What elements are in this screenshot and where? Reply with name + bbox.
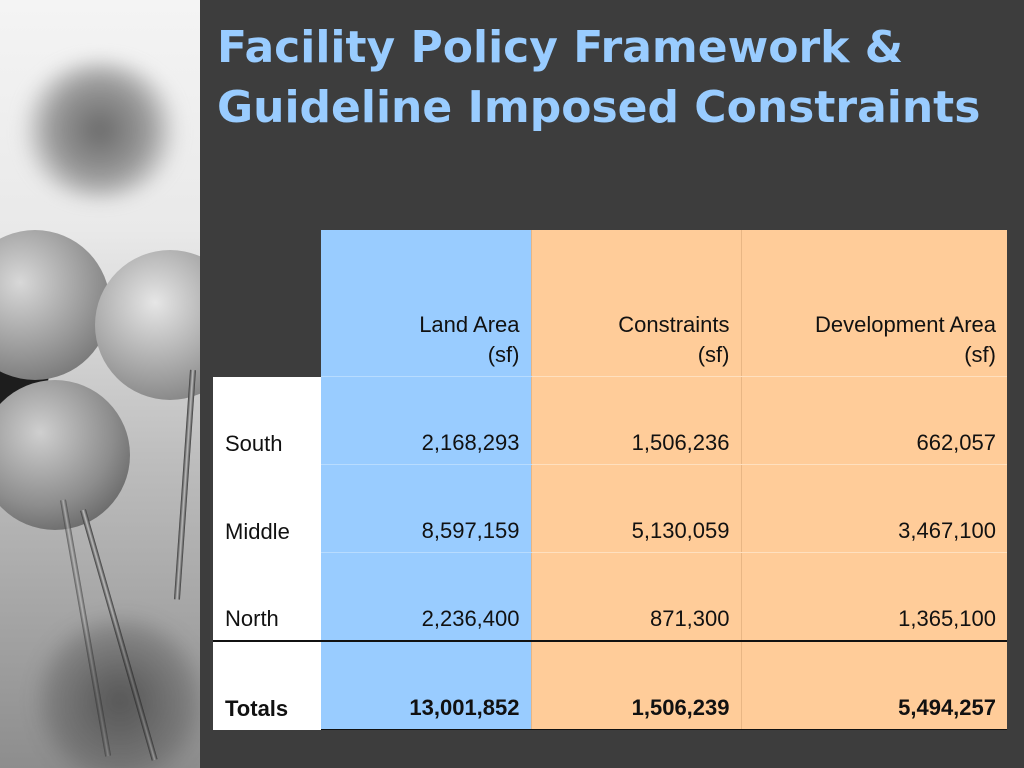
land-area-cell: 8,597,159 (321, 464, 531, 553)
push-pins-photo (0, 0, 200, 768)
constraints-table: Land Area (sf) Constraints (sf) Developm… (213, 230, 1007, 730)
development-area-cell: 3,467,100 (740, 464, 1007, 553)
pin-head-icon (95, 250, 200, 400)
table-row: South 2,168,293 1,506,236 662,057 (213, 376, 1007, 465)
row-label: North (213, 552, 321, 642)
blurred-pin-icon (20, 60, 180, 200)
blurred-pin-icon (40, 620, 200, 768)
header-land-area: Land Area (sf) (321, 230, 531, 377)
totals-label: Totals (213, 641, 321, 730)
constraints-cell: 5,130,059 (530, 464, 741, 553)
header-constraints: Constraints (sf) (530, 230, 741, 377)
total-development-area-cell: 5,494,257 (740, 641, 1007, 730)
pin-needle-icon (173, 369, 196, 600)
header-empty-cell (213, 230, 321, 377)
total-constraints-cell: 1,506,239 (530, 641, 741, 730)
totals-row: Totals 13,001,852 1,506,239 5,494,257 (213, 641, 1007, 730)
header-development-area: Development Area (sf) (740, 230, 1007, 377)
constraints-cell: 1,506,236 (530, 376, 741, 465)
land-area-cell: 2,168,293 (321, 376, 531, 465)
row-label: South (213, 376, 321, 465)
land-area-cell: 2,236,400 (321, 552, 531, 642)
pin-head-icon (0, 230, 110, 380)
development-area-cell: 662,057 (740, 376, 1007, 465)
row-label: Middle (213, 464, 321, 553)
table-header-row: Land Area (sf) Constraints (sf) Developm… (213, 230, 1007, 377)
table-row: Middle 8,597,159 5,130,059 3,467,100 (213, 464, 1007, 553)
table-row: North 2,236,400 871,300 1,365,100 (213, 552, 1007, 642)
development-area-cell: 1,365,100 (740, 552, 1007, 642)
constraints-cell: 871,300 (530, 552, 741, 642)
slide-title: Facility Policy Framework & Guideline Im… (217, 22, 981, 133)
total-land-area-cell: 13,001,852 (321, 641, 531, 730)
